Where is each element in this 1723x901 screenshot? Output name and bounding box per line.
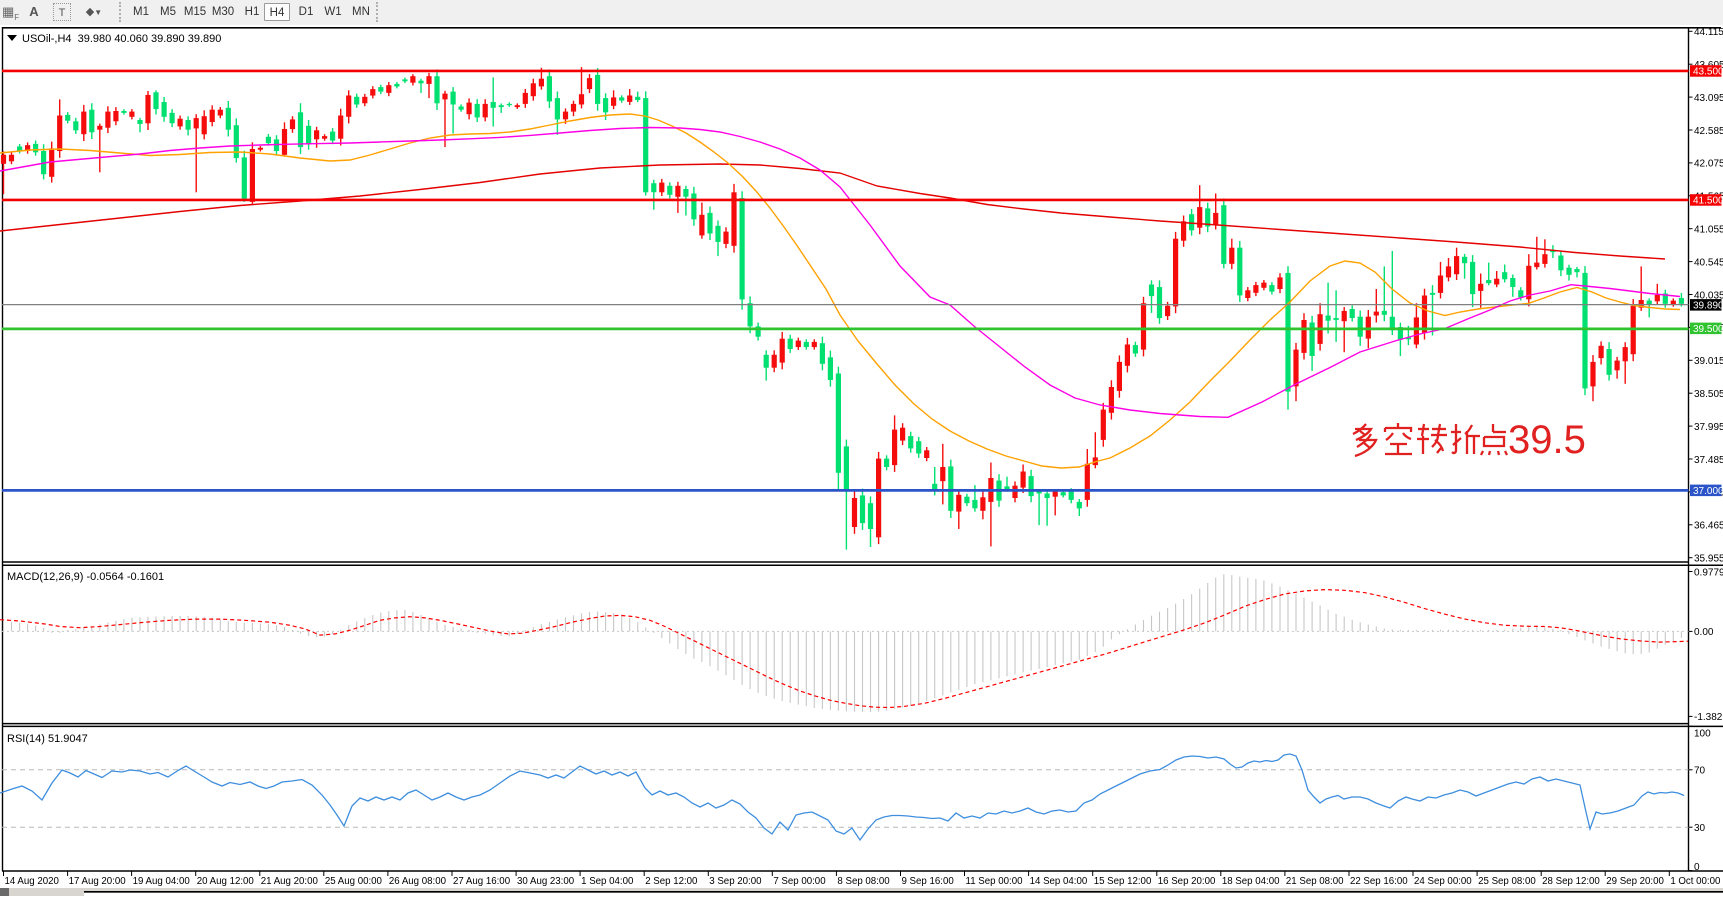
svg-text:18 Sep 04:00: 18 Sep 04:00 <box>1222 876 1280 887</box>
svg-text:2 Sep 12:00: 2 Sep 12:00 <box>645 876 698 887</box>
svg-text:19 Aug 04:00: 19 Aug 04:00 <box>133 876 191 887</box>
svg-text:42.075: 42.075 <box>1694 159 1723 170</box>
svg-text:MACD(12,26,9) -0.0564 -0.1601: MACD(12,26,9) -0.0564 -0.1601 <box>7 571 164 583</box>
svg-text:25 Aug 00:00: 25 Aug 00:00 <box>325 876 383 887</box>
svg-text:21 Sep 08:00: 21 Sep 08:00 <box>1286 876 1344 887</box>
svg-text:40.035: 40.035 <box>1694 290 1723 301</box>
svg-text:35.955: 35.955 <box>1694 553 1723 564</box>
svg-text:37.995: 37.995 <box>1694 422 1723 433</box>
svg-text:14 Sep 04:00: 14 Sep 04:00 <box>1030 876 1088 887</box>
svg-text:24 Sep 00:00: 24 Sep 00:00 <box>1414 876 1472 887</box>
svg-text:22 Sep 16:00: 22 Sep 16:00 <box>1350 876 1408 887</box>
svg-text:41.500: 41.500 <box>1693 196 1723 207</box>
svg-text:17 Aug 20:00: 17 Aug 20:00 <box>69 876 127 887</box>
svg-text:100: 100 <box>1694 729 1711 740</box>
svg-text:39.500: 39.500 <box>1693 324 1723 335</box>
svg-text:0: 0 <box>1694 862 1700 873</box>
svg-text:42.585: 42.585 <box>1694 126 1723 137</box>
svg-text:30 Aug 23:00: 30 Aug 23:00 <box>517 876 575 887</box>
svg-text:14 Aug 2020: 14 Aug 2020 <box>5 876 60 887</box>
svg-text:20 Aug 12:00: 20 Aug 12:00 <box>197 876 255 887</box>
svg-text:8 Sep 08:00: 8 Sep 08:00 <box>837 876 890 887</box>
svg-text:36.465: 36.465 <box>1694 521 1723 532</box>
svg-text:40.545: 40.545 <box>1694 257 1723 268</box>
svg-text:37.485: 37.485 <box>1694 455 1723 466</box>
svg-text:25 Sep 08:00: 25 Sep 08:00 <box>1478 876 1536 887</box>
svg-text:38.505: 38.505 <box>1694 389 1723 400</box>
svg-text:15 Sep 12:00: 15 Sep 12:00 <box>1094 876 1152 887</box>
svg-text:27 Aug 16:00: 27 Aug 16:00 <box>453 876 511 887</box>
svg-text:1 Oct 00:00: 1 Oct 00:00 <box>1670 876 1721 887</box>
svg-text:16 Sep 20:00: 16 Sep 20:00 <box>1158 876 1216 887</box>
svg-text:39.890: 39.890 <box>1693 301 1723 312</box>
svg-text:44.115: 44.115 <box>1694 27 1723 38</box>
svg-text:0.00: 0.00 <box>1694 627 1714 638</box>
svg-text:7 Sep 00:00: 7 Sep 00:00 <box>773 876 826 887</box>
svg-text:RSI(14) 51.9047: RSI(14) 51.9047 <box>7 733 88 745</box>
svg-text:3 Sep 20:00: 3 Sep 20:00 <box>709 876 762 887</box>
svg-text:39.5: 39.5 <box>1508 418 1586 462</box>
svg-text:41.055: 41.055 <box>1694 225 1723 236</box>
svg-text:43.095: 43.095 <box>1694 93 1723 104</box>
svg-text:11 Sep 00:00: 11 Sep 00:00 <box>966 876 1024 887</box>
svg-text:26 Aug 08:00: 26 Aug 08:00 <box>389 876 447 887</box>
svg-text:-1.382: -1.382 <box>1694 712 1723 723</box>
svg-text:70: 70 <box>1694 766 1706 777</box>
svg-text:21 Aug 20:00: 21 Aug 20:00 <box>261 876 319 887</box>
svg-text:43.500: 43.500 <box>1693 67 1723 78</box>
svg-text:29 Sep 20:00: 29 Sep 20:00 <box>1606 876 1664 887</box>
svg-text:1 Sep 04:00: 1 Sep 04:00 <box>581 876 634 887</box>
svg-text:30: 30 <box>1694 823 1706 834</box>
svg-text:39.015: 39.015 <box>1694 356 1723 367</box>
svg-text:28 Sep 12:00: 28 Sep 12:00 <box>1542 876 1600 887</box>
svg-text:9 Sep 16:00: 9 Sep 16:00 <box>901 876 954 887</box>
svg-text:37.000: 37.000 <box>1693 486 1723 497</box>
svg-text:USOil-,H4 39.980 40.060 39.89: USOil-,H4 39.980 40.060 39.890 39.890 <box>22 33 221 45</box>
svg-text:0.9779: 0.9779 <box>1694 567 1723 578</box>
